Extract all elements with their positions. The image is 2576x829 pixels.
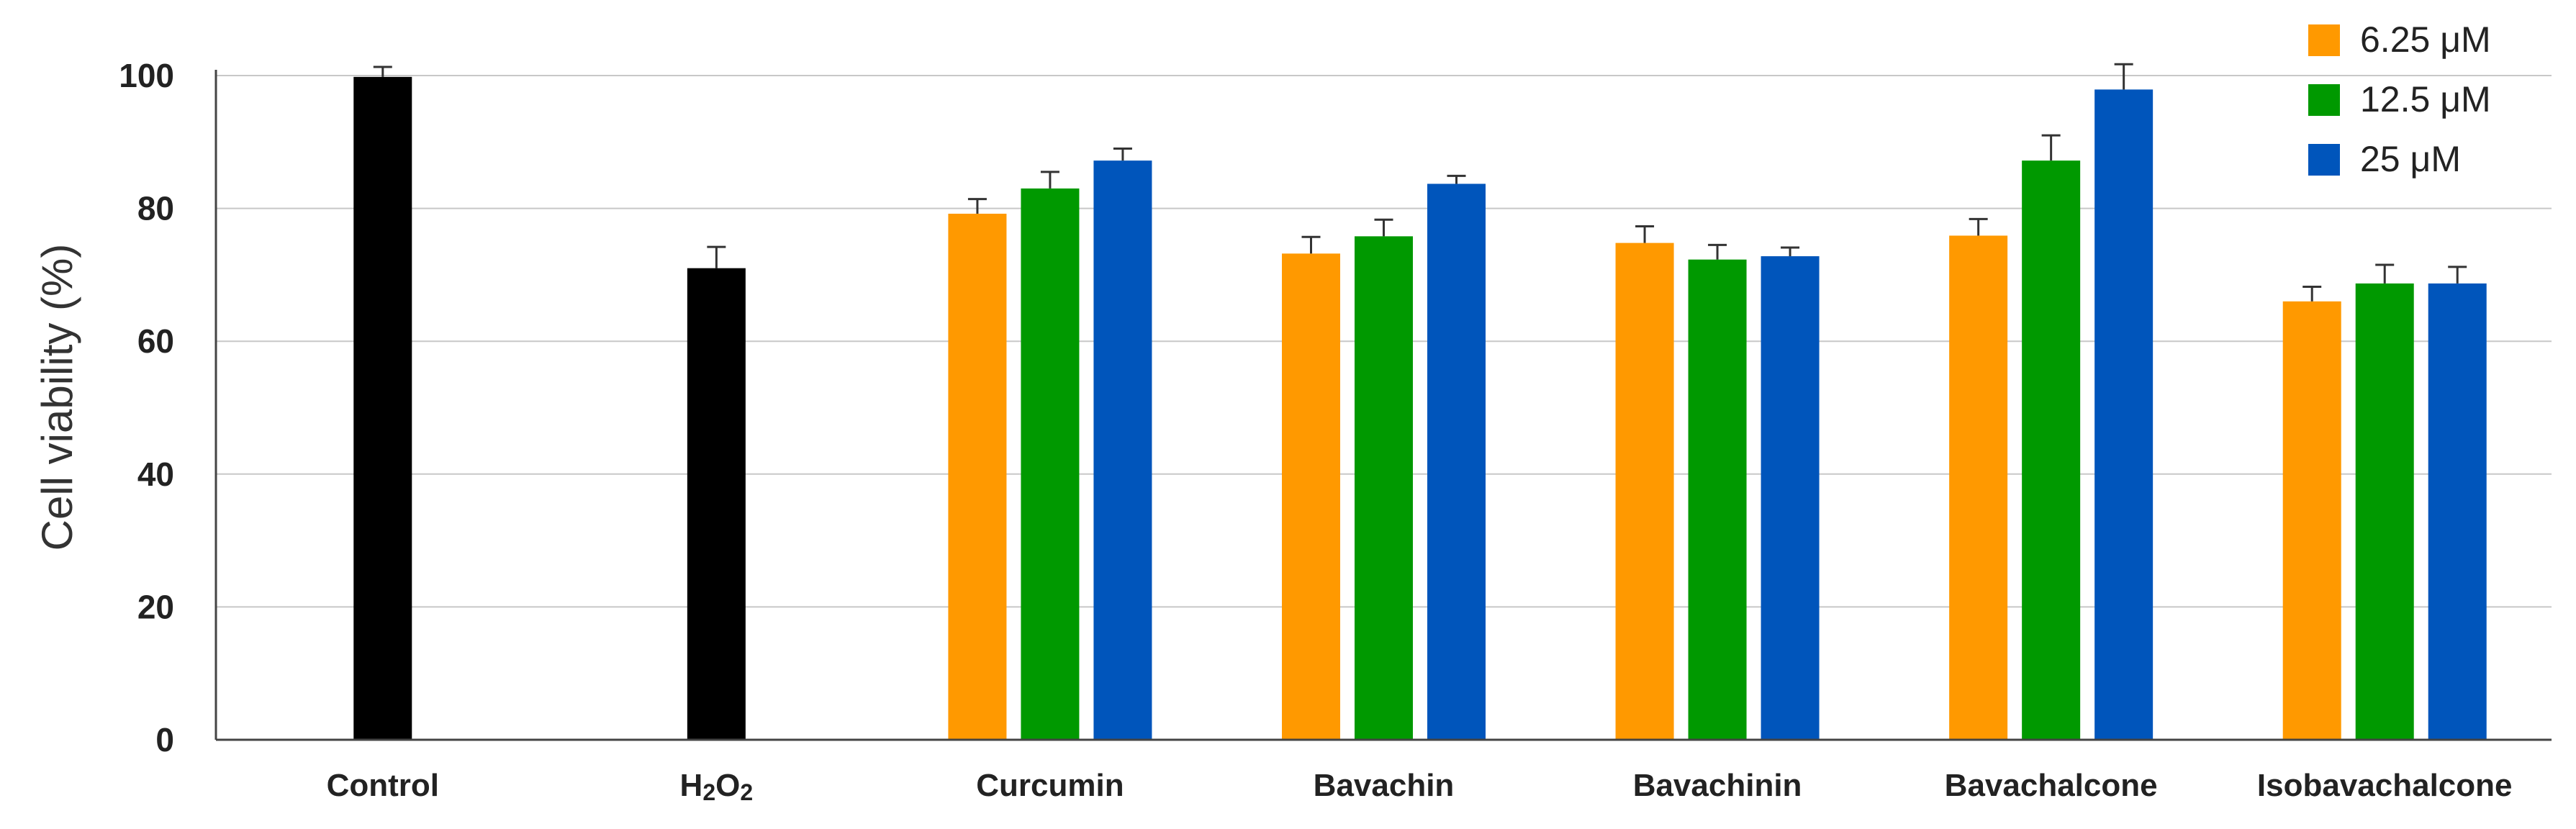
bars bbox=[353, 63, 2487, 740]
legend-swatch bbox=[2308, 84, 2340, 116]
category-label: Control bbox=[327, 768, 439, 803]
bar bbox=[1093, 160, 1152, 740]
bar bbox=[1688, 259, 1747, 740]
category-label: Bavachalcone bbox=[1945, 768, 2158, 803]
bar bbox=[2428, 283, 2487, 740]
category-label: Curcumin bbox=[976, 768, 1124, 803]
bar bbox=[1427, 184, 1486, 740]
y-tick-label: 100 bbox=[119, 57, 174, 94]
category-label: H2O2 bbox=[680, 768, 754, 805]
bar bbox=[687, 268, 746, 740]
legend-swatch bbox=[2308, 144, 2340, 176]
bar bbox=[1282, 253, 1340, 740]
category-label: Isobavachalcone bbox=[2257, 768, 2513, 803]
y-tick-label: 80 bbox=[137, 190, 174, 227]
legend-label: 12.5 μM bbox=[2360, 79, 2491, 119]
category-label: Bavachin bbox=[1314, 768, 1455, 803]
category-label-part: O bbox=[715, 768, 740, 803]
category-label: Bavachinin bbox=[1633, 768, 1802, 803]
category-label-part: H bbox=[680, 768, 703, 803]
bar bbox=[1021, 188, 1080, 740]
bar bbox=[2022, 160, 2081, 740]
bar bbox=[353, 76, 412, 740]
legend-label: 25 μM bbox=[2360, 139, 2461, 179]
y-tick-label: 20 bbox=[137, 588, 174, 625]
category-label-subscript: 2 bbox=[702, 779, 715, 805]
category-labels: Control H2O2 Curcumin Bavachin Bavachinin Bav… bbox=[327, 768, 2513, 805]
axes bbox=[214, 70, 2552, 741]
bar bbox=[1355, 236, 1413, 740]
bar bbox=[1615, 243, 1674, 740]
category-label-subscript: 2 bbox=[740, 779, 753, 805]
bar bbox=[948, 213, 1007, 740]
bar bbox=[2282, 301, 2341, 740]
y-tick-labels: 0 20 40 60 80 100 bbox=[119, 57, 174, 758]
legend: 6.25 μM 12.5 μM 25 μM bbox=[2308, 19, 2491, 179]
bar bbox=[1761, 256, 1820, 740]
bar bbox=[2094, 89, 2154, 740]
legend-label: 6.25 μM bbox=[2360, 19, 2491, 60]
y-tick-label: 0 bbox=[155, 721, 174, 758]
y-tick-label: 40 bbox=[137, 456, 174, 493]
legend-swatch bbox=[2308, 24, 2340, 56]
y-axis-title: Cell viability (%) bbox=[33, 244, 81, 551]
bar bbox=[1949, 235, 2008, 740]
y-tick-label: 60 bbox=[137, 322, 174, 360]
bar bbox=[2355, 283, 2414, 740]
